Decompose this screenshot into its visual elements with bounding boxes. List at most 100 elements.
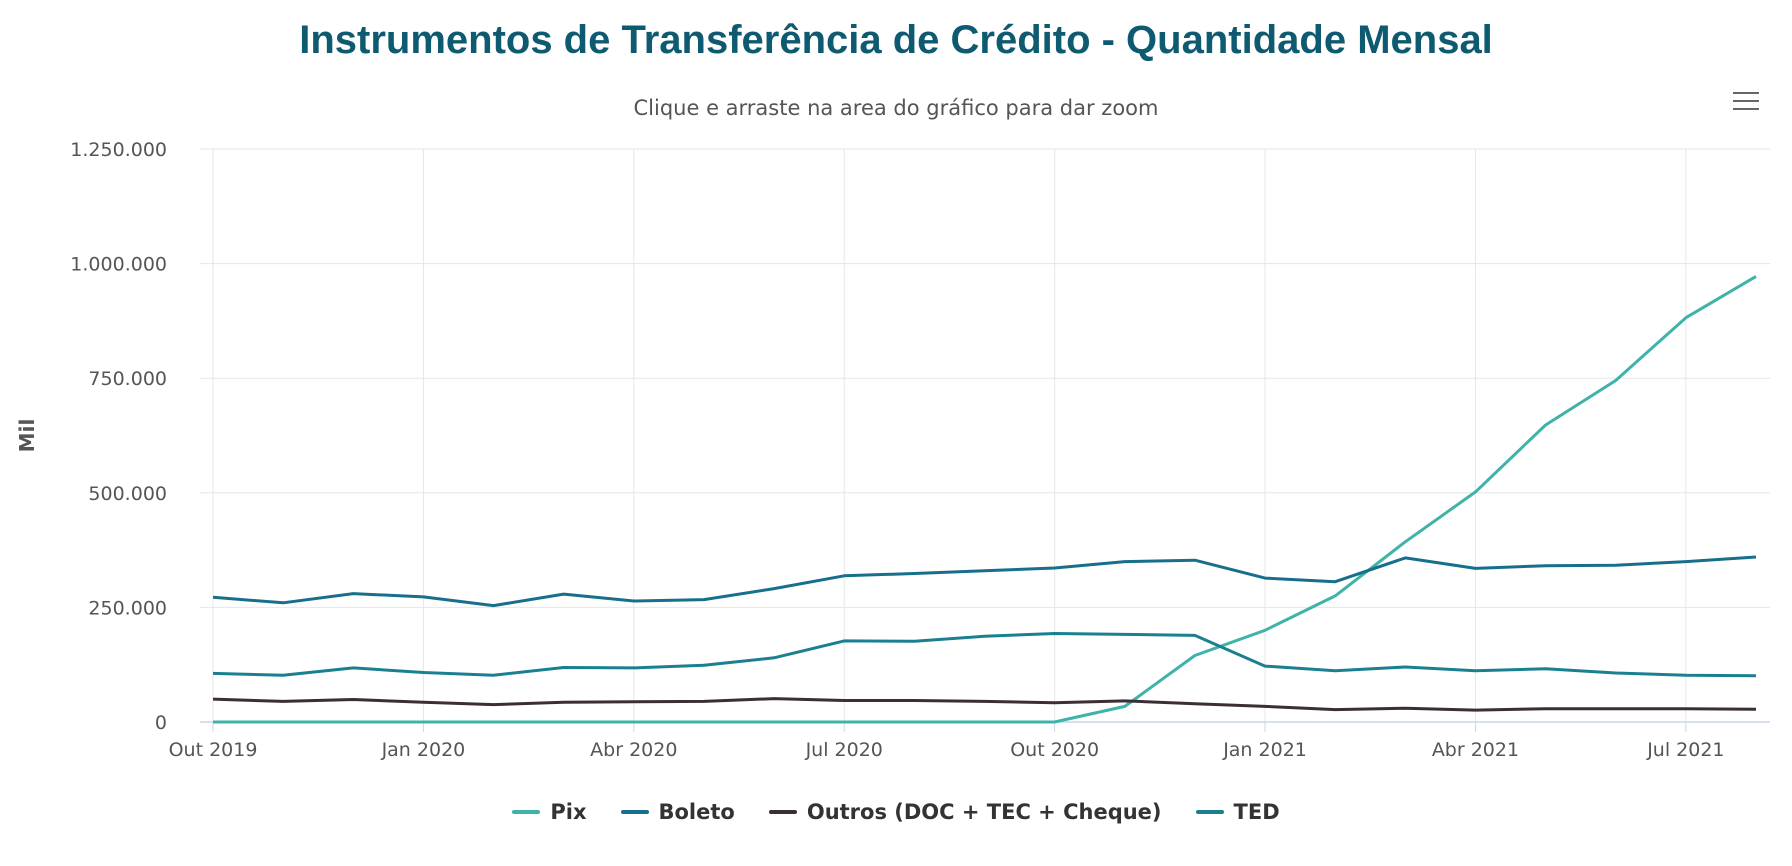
data-point[interactable] xyxy=(1399,552,1411,564)
data-point[interactable] xyxy=(1049,716,1061,728)
data-point[interactable] xyxy=(768,583,780,595)
data-point[interactable] xyxy=(1750,670,1762,682)
data-point[interactable] xyxy=(768,716,780,728)
data-point[interactable] xyxy=(1680,703,1692,715)
data-point[interactable] xyxy=(768,693,780,705)
data-point[interactable] xyxy=(417,716,429,728)
data-point[interactable] xyxy=(417,591,429,603)
data-point[interactable] xyxy=(1399,661,1411,673)
data-point[interactable] xyxy=(1259,572,1271,584)
data-point[interactable] xyxy=(1610,374,1622,386)
data-point[interactable] xyxy=(768,652,780,664)
data-point[interactable] xyxy=(558,588,570,600)
data-point[interactable] xyxy=(698,716,710,728)
data-point[interactable] xyxy=(979,695,991,707)
data-point[interactable] xyxy=(1189,650,1201,662)
data-point[interactable] xyxy=(1750,270,1762,282)
data-point[interactable] xyxy=(1540,703,1552,715)
data-point[interactable] xyxy=(558,661,570,673)
data-point[interactable] xyxy=(1540,560,1552,572)
data-point[interactable] xyxy=(698,594,710,606)
data-point[interactable] xyxy=(1119,628,1131,640)
data-point[interactable] xyxy=(908,635,920,647)
data-point[interactable] xyxy=(1259,660,1271,672)
data-point[interactable] xyxy=(207,667,219,679)
data-point[interactable] xyxy=(1680,669,1692,681)
data-point[interactable] xyxy=(628,595,640,607)
data-point[interactable] xyxy=(698,659,710,671)
series-line-ted[interactable] xyxy=(212,632,1757,678)
data-point[interactable] xyxy=(1399,702,1411,714)
data-point[interactable] xyxy=(1329,704,1341,716)
data-point[interactable] xyxy=(1750,551,1762,563)
data-point[interactable] xyxy=(908,716,920,728)
data-point[interactable] xyxy=(1189,698,1201,710)
data-point[interactable] xyxy=(698,695,710,707)
data-point[interactable] xyxy=(1680,556,1692,568)
data-point[interactable] xyxy=(979,565,991,577)
legend-item[interactable]: Outros (DOC + TEC + Cheque) xyxy=(768,800,1162,824)
data-point[interactable] xyxy=(1329,590,1341,602)
data-point[interactable] xyxy=(1610,559,1622,571)
data-point[interactable] xyxy=(838,716,850,728)
legend-item[interactable]: TED xyxy=(1195,800,1280,824)
legend-item[interactable]: Pix xyxy=(512,800,587,824)
data-point[interactable] xyxy=(1469,704,1481,716)
data-point[interactable] xyxy=(1259,624,1271,636)
data-point[interactable] xyxy=(277,716,289,728)
data-point[interactable] xyxy=(488,600,500,612)
data-point[interactable] xyxy=(488,716,500,728)
series-line-pix[interactable] xyxy=(213,275,1757,724)
series-line-outros-doc-tec-cheque-[interactable] xyxy=(212,697,1757,712)
data-point[interactable] xyxy=(628,716,640,728)
data-point[interactable] xyxy=(979,630,991,642)
data-point[interactable] xyxy=(277,695,289,707)
data-point[interactable] xyxy=(488,669,500,681)
data-point[interactable] xyxy=(1329,665,1341,677)
data-point[interactable] xyxy=(558,696,570,708)
data-point[interactable] xyxy=(1610,703,1622,715)
data-point[interactable] xyxy=(1119,556,1131,568)
data-point[interactable] xyxy=(838,570,850,582)
data-point[interactable] xyxy=(979,716,991,728)
data-point[interactable] xyxy=(207,591,219,603)
data-point[interactable] xyxy=(1119,695,1131,707)
series-line-boleto[interactable] xyxy=(212,555,1757,608)
data-point[interactable] xyxy=(347,716,359,728)
data-point[interactable] xyxy=(207,716,219,728)
data-point[interactable] xyxy=(1469,665,1481,677)
data-point[interactable] xyxy=(1399,536,1411,548)
data-point[interactable] xyxy=(1189,554,1201,566)
data-point[interactable] xyxy=(1469,562,1481,574)
data-point[interactable] xyxy=(347,694,359,706)
data-point[interactable] xyxy=(1750,703,1762,715)
data-point[interactable] xyxy=(838,694,850,706)
hamburger-menu-icon[interactable] xyxy=(1733,92,1759,112)
data-point[interactable] xyxy=(277,669,289,681)
data-point[interactable] xyxy=(488,699,500,711)
data-point[interactable] xyxy=(1049,562,1061,574)
data-point[interactable] xyxy=(1540,663,1552,675)
data-point[interactable] xyxy=(1329,576,1341,588)
data-point[interactable] xyxy=(838,635,850,647)
data-point[interactable] xyxy=(1680,312,1692,324)
data-point[interactable] xyxy=(277,597,289,609)
data-point[interactable] xyxy=(1540,419,1552,431)
data-point[interactable] xyxy=(908,567,920,579)
data-point[interactable] xyxy=(628,662,640,674)
data-point[interactable] xyxy=(1189,629,1201,641)
data-point[interactable] xyxy=(1610,667,1622,679)
data-point[interactable] xyxy=(417,666,429,678)
data-point[interactable] xyxy=(347,662,359,674)
data-point[interactable] xyxy=(1259,700,1271,712)
data-point[interactable] xyxy=(207,693,219,705)
data-point[interactable] xyxy=(417,696,429,708)
data-point[interactable] xyxy=(628,696,640,708)
data-point[interactable] xyxy=(1049,628,1061,640)
data-point[interactable] xyxy=(908,694,920,706)
data-point[interactable] xyxy=(558,716,570,728)
data-point[interactable] xyxy=(347,588,359,600)
data-point[interactable] xyxy=(1469,486,1481,498)
data-point[interactable] xyxy=(1049,697,1061,709)
